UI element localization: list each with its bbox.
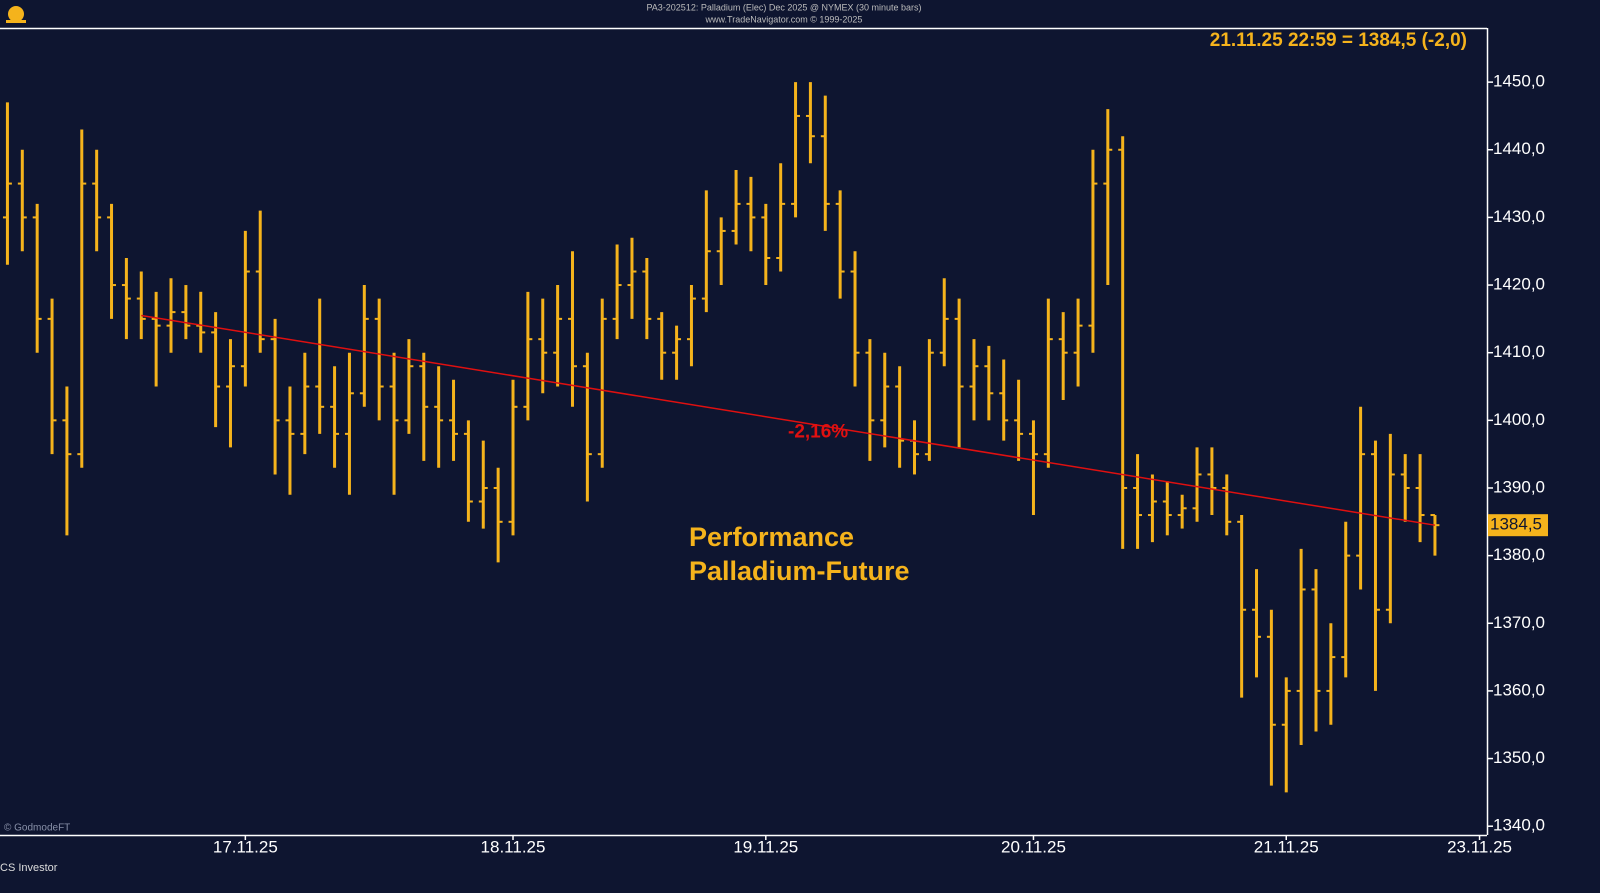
trend-label: -2,16% xyxy=(788,421,848,442)
y-tick-label: 1400,0 xyxy=(1493,410,1545,429)
y-tick-label: 1440,0 xyxy=(1493,139,1545,158)
y-tick-label: 1420,0 xyxy=(1493,275,1545,294)
x-tick-label: 19.11.25 xyxy=(733,837,798,856)
annotation: Performance xyxy=(689,522,854,552)
y-tick-label: 1390,0 xyxy=(1493,477,1545,496)
y-tick-label: 1450,0 xyxy=(1493,72,1545,91)
chart-subtitle: www.TradeNavigator.com © 1999-2025 xyxy=(705,14,863,24)
source: CS Investor xyxy=(0,862,58,874)
trend-line xyxy=(141,314,1436,526)
y-tick-label: 1340,0 xyxy=(1493,816,1545,835)
x-tick-label: 17.11.25 xyxy=(213,837,278,856)
y-tick-label: 1350,0 xyxy=(1493,748,1545,767)
watermark: © GodmodeFT xyxy=(4,823,70,834)
y-tick-label: 1380,0 xyxy=(1493,545,1545,564)
annotation: Palladium-Future xyxy=(689,556,910,586)
x-tick-label: 21.11.25 xyxy=(1254,837,1319,856)
last-price-box xyxy=(1488,514,1548,537)
logo xyxy=(6,6,26,23)
x-tick-label: 20.11.25 xyxy=(1001,837,1066,856)
chart-title: PA3-202512: Palladium (Elec) Dec 2025 @ … xyxy=(646,2,921,12)
last-price-label: 1384,5 xyxy=(1490,515,1542,534)
x-tick-label: 23.11.25 xyxy=(1447,837,1512,856)
y-tick-label: 1410,0 xyxy=(1493,342,1545,361)
y-tick-label: 1370,0 xyxy=(1493,613,1545,632)
x-tick-label: 18.11.25 xyxy=(481,837,546,856)
y-tick-label: 1430,0 xyxy=(1493,207,1545,226)
last-quote: 21.11.25 22:59 = 1384,5 (-2,0) xyxy=(1210,30,1467,51)
y-tick-label: 1360,0 xyxy=(1493,680,1545,699)
